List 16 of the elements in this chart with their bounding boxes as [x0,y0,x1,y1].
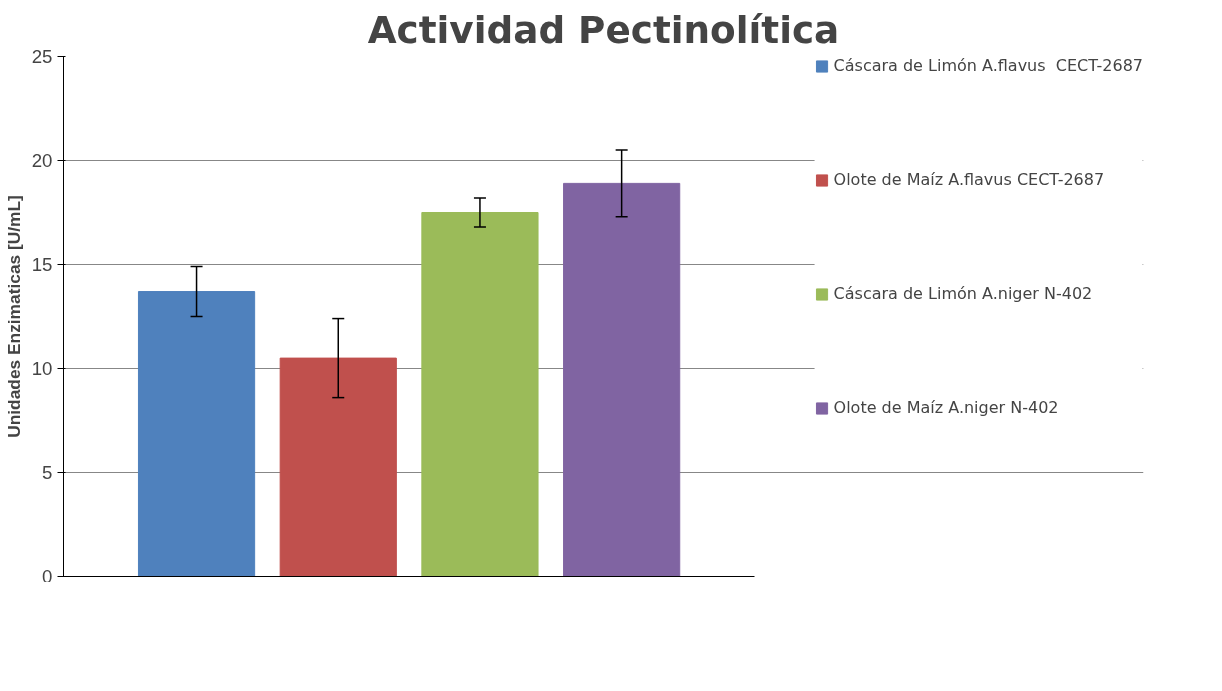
chart-title: Actividad Pectinolítica [367,7,840,52]
y-tick-label: 20 [31,150,53,171]
y-tick-label: 5 [42,462,53,483]
y-tick-label: 10 [31,358,53,379]
legend-label: Cáscara de Limón A.flavus CECT-2687 [833,56,1143,75]
bar [279,357,397,577]
bar [137,291,256,577]
bar [421,212,539,577]
y-tick-label: 0 [42,565,53,587]
legend-label: Olote de Maíz A.flavus CECT-2687 [833,170,1105,189]
y-tick-label: 25 [31,46,53,67]
bar [563,182,681,577]
legend-label: Cáscara de Limón A.niger N-402 [833,284,1093,303]
y-axis-title: Unidades Enzimaticas [U/mL] [3,195,24,438]
y-tick-label: 15 [31,254,53,275]
legend-label: Olote de Maíz A.niger N-402 [833,398,1059,417]
